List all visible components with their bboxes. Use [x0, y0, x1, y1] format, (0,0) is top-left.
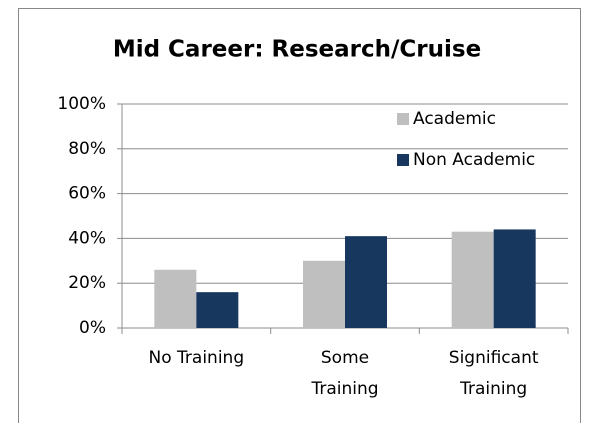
y-tick-label: 80% [68, 139, 106, 159]
x-tick-label: No Training [149, 348, 245, 368]
chart-frame [18, 8, 581, 423]
y-tick-label: 100% [57, 94, 106, 114]
bar [196, 292, 239, 328]
chart-title: Mid Career: Research/Cruise [113, 37, 481, 63]
bar [154, 269, 197, 328]
y-tick-label: 40% [68, 228, 106, 248]
x-tick-label: Significant [449, 348, 539, 368]
x-tick-label: Some [321, 348, 369, 368]
legend-swatch [397, 154, 409, 166]
y-tick-label: 0% [79, 318, 106, 338]
bar [303, 260, 345, 328]
x-tick-label: Training [310, 379, 378, 399]
x-tick-label: Training [459, 379, 527, 399]
bar [451, 231, 494, 328]
legend-label: Academic [413, 109, 496, 129]
legend-label: Non Academic [413, 150, 535, 170]
y-tick-label: 60% [68, 184, 106, 204]
bar [493, 229, 536, 328]
bar [345, 236, 387, 328]
legend-swatch [397, 113, 409, 125]
y-tick-label: 20% [68, 273, 106, 293]
